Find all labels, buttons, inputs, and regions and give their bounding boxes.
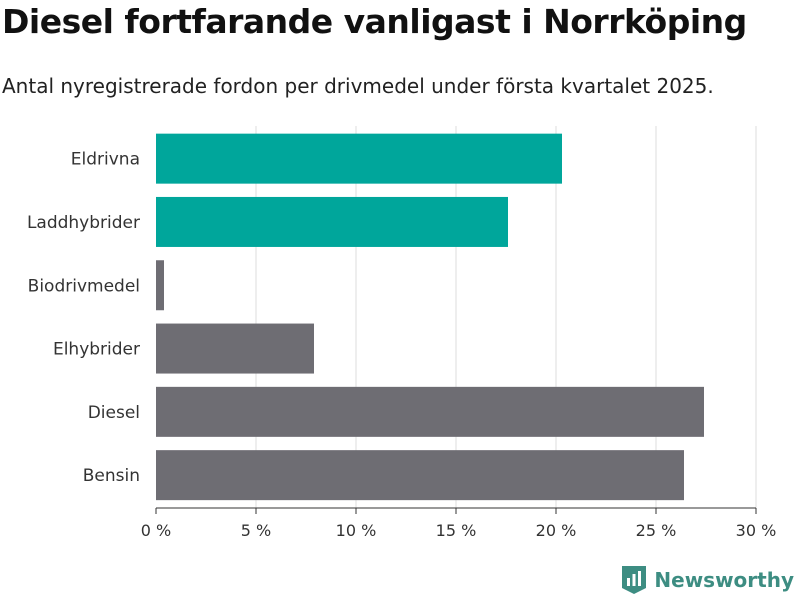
- x-tick-label: 20 %: [536, 521, 577, 540]
- category-label: Bensin: [83, 466, 140, 486]
- bar: [156, 323, 314, 374]
- bar: [156, 450, 684, 501]
- category-label: Elhybrider: [53, 340, 140, 360]
- x-tick-label: 0 %: [141, 521, 171, 540]
- bars: [156, 133, 704, 501]
- chart-title: Diesel fortfarande vanligast i Norrköpin…: [2, 2, 747, 41]
- newsworthy-logo: Newsworthy: [622, 566, 794, 594]
- bar: [156, 196, 508, 247]
- category-label: Diesel: [88, 403, 140, 423]
- category-labels: Eldrivna Laddhybrider Biodrivmedel Elhybrid…: [27, 150, 140, 487]
- category-label: Laddhybrider: [27, 213, 140, 233]
- x-tick-label: 10 %: [336, 521, 377, 540]
- bar: [156, 260, 164, 311]
- bar: [156, 386, 704, 437]
- bar: [156, 133, 562, 184]
- brand-name: Newsworthy: [654, 568, 794, 592]
- chart-subtitle: Antal nyregistrerade fordon per drivmede…: [2, 74, 714, 98]
- newsworthy-logo-icon: [622, 566, 647, 594]
- x-tick-label: 30 %: [736, 521, 777, 540]
- x-tick-label: 5 %: [241, 521, 271, 540]
- category-label: Eldrivna: [71, 150, 140, 170]
- x-tick-label: 15 %: [436, 521, 477, 540]
- x-axis-tick-labels: 0 % 5 % 10 % 15 % 20 % 25 % 30 %: [141, 521, 777, 540]
- bar-chart: Eldrivna Laddhybrider Biodrivmedel Elhybrid…: [27, 126, 777, 540]
- grid-lines: [155, 126, 757, 514]
- category-label: Biodrivmedel: [28, 276, 140, 296]
- x-tick-label: 25 %: [636, 521, 677, 540]
